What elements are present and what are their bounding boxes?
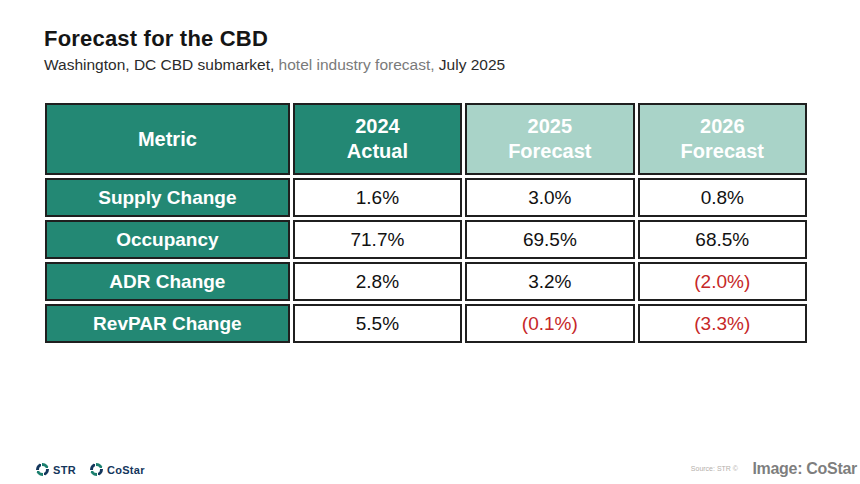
header-sublabel: Forecast — [640, 139, 805, 164]
footer-logos: STR CoStar — [36, 463, 145, 476]
cell-value: 3.2% — [465, 262, 634, 301]
header-label: 2026 — [640, 114, 805, 139]
str-ring-icon — [36, 463, 49, 476]
header-label: 2025 — [467, 114, 632, 139]
source-attribution: Source: STR © — [691, 465, 738, 472]
table-row: Supply Change 1.6% 3.0% 0.8% — [45, 178, 807, 217]
header-label: 2024 — [295, 114, 460, 139]
str-logo: STR — [36, 463, 76, 476]
row-label-revpar-change: RevPAR Change — [45, 304, 290, 343]
header-cell-2024-actual: 2024Actual — [293, 103, 462, 175]
row-label-occupancy: Occupancy — [45, 220, 290, 259]
cell-value: 1.6% — [293, 178, 462, 217]
cell-value: (2.0%) — [638, 262, 807, 301]
subtitle-descriptor: hotel industry forecast, — [279, 56, 439, 73]
table-row: RevPAR Change 5.5% (0.1%) (3.3%) — [45, 304, 807, 343]
table-row: Occupancy 71.7% 69.5% 68.5% — [45, 220, 807, 259]
header-sublabel: Actual — [295, 139, 460, 164]
cell-value: 5.5% — [293, 304, 462, 343]
costar-ring-icon — [90, 463, 103, 476]
str-logo-label: STR — [53, 464, 76, 476]
cell-value: (3.3%) — [638, 304, 807, 343]
costar-logo: CoStar — [90, 463, 145, 476]
subtitle-location: Washington, DC CBD submarket, — [44, 56, 279, 73]
forecast-table: Metric 2024Actual 2025Forecast 2026Forec… — [42, 100, 810, 346]
cell-value: 68.5% — [638, 220, 807, 259]
header-cell-2025-forecast: 2025Forecast — [465, 103, 634, 175]
cell-value: 71.7% — [293, 220, 462, 259]
header-label: Metric — [47, 127, 288, 152]
costar-logo-label: CoStar — [107, 464, 145, 476]
row-label-supply-change: Supply Change — [45, 178, 290, 217]
table-row: ADR Change 2.8% 3.2% (2.0%) — [45, 262, 807, 301]
cell-value: 2.8% — [293, 262, 462, 301]
cell-value: 0.8% — [638, 178, 807, 217]
page-subtitle: Washington, DC CBD submarket, hotel indu… — [44, 56, 505, 74]
row-label-adr-change: ADR Change — [45, 262, 290, 301]
cell-value: (0.1%) — [465, 304, 634, 343]
header-cell-2026-forecast: 2026Forecast — [638, 103, 807, 175]
cell-value: 69.5% — [465, 220, 634, 259]
page-title: Forecast for the CBD — [44, 26, 505, 52]
table-header-row: Metric 2024Actual 2025Forecast 2026Forec… — [45, 103, 807, 175]
header-cell-metric: Metric — [45, 103, 290, 175]
header-sublabel: Forecast — [467, 139, 632, 164]
image-credit-watermark: Image: CoStar — [752, 460, 857, 478]
subtitle-date: July 2025 — [439, 56, 505, 73]
page-header: Forecast for the CBD Washington, DC CBD … — [44, 26, 505, 74]
cell-value: 3.0% — [465, 178, 634, 217]
